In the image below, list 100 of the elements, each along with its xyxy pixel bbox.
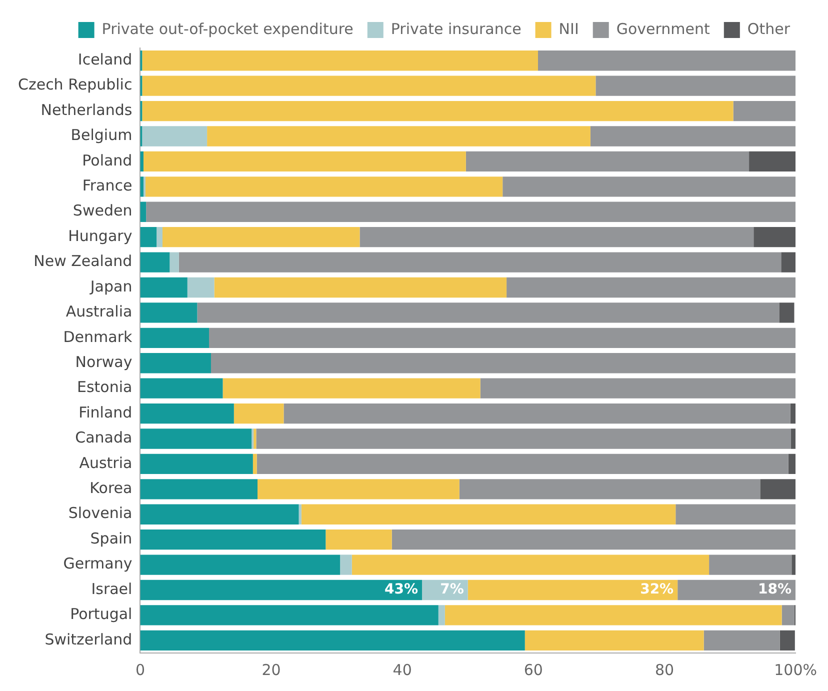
bar [140, 353, 211, 374]
bar [210, 353, 796, 374]
bar [790, 428, 796, 449]
bar [207, 126, 590, 146]
y-tick-label: Spain [90, 529, 132, 548]
bar [792, 554, 796, 575]
bar [779, 302, 794, 323]
bar [258, 479, 460, 500]
bar [254, 428, 256, 449]
legend-label: Government [616, 20, 710, 38]
bar [222, 378, 480, 398]
bar [256, 428, 791, 449]
y-tick-label: Korea [90, 479, 132, 498]
bar [468, 580, 678, 600]
y-tick-label: Australia [66, 302, 132, 321]
y-tick-label: Sweden [72, 202, 132, 220]
bar [209, 328, 796, 348]
bar [234, 403, 284, 424]
bar [480, 378, 796, 398]
y-tick-label: Portugal [70, 605, 132, 624]
y-tick-label: Iceland [78, 50, 132, 68]
y-tick-label: Denmark [63, 328, 133, 346]
bar [140, 554, 340, 575]
y-tick-label: Slovenia [68, 504, 132, 522]
x-tick-label: 0 [135, 660, 145, 679]
bar [142, 50, 538, 71]
bar [524, 630, 704, 650]
x-tick-label: 100% [774, 660, 818, 679]
y-tick-label: Poland [82, 151, 132, 170]
x-tick-label: 20 [262, 660, 281, 679]
bar [256, 454, 788, 474]
bar [156, 226, 162, 248]
y-tick-label: New Zealand [34, 252, 132, 270]
bar [145, 176, 503, 197]
bar [140, 580, 422, 600]
y-tick-label: Hungary [68, 226, 132, 245]
legend-label: Other [747, 20, 791, 38]
legend-label: NII [558, 20, 579, 38]
bar [252, 454, 257, 474]
bar [140, 479, 258, 500]
bar [140, 529, 326, 550]
bar [140, 504, 299, 524]
bar [502, 176, 796, 197]
bar [170, 252, 179, 272]
bar [352, 554, 710, 575]
bar [596, 76, 796, 96]
data-label: 18% [758, 582, 792, 598]
bar [140, 328, 210, 348]
bar [140, 378, 223, 398]
bar [466, 151, 750, 172]
bar [142, 126, 208, 146]
bar [298, 504, 302, 524]
bar [749, 151, 796, 172]
bar [340, 554, 352, 575]
y-tick-label: France [82, 176, 132, 195]
x-tick-label: 80 [654, 660, 674, 679]
data-label: 32% [640, 582, 674, 598]
x-tick-label: 40 [392, 660, 412, 679]
x-tick-label: 60 [524, 660, 543, 679]
bar [140, 605, 438, 626]
bar [781, 252, 796, 272]
bar [678, 580, 796, 600]
bar [162, 226, 360, 248]
bar [506, 277, 796, 298]
bar [178, 252, 782, 272]
y-tick-label: Austria [79, 454, 132, 472]
bar [140, 428, 252, 449]
bar [790, 403, 796, 424]
bar [140, 630, 525, 650]
bar [444, 605, 782, 626]
bar [780, 630, 795, 650]
bar [214, 277, 507, 298]
bar [142, 100, 734, 122]
legend-label: Private out-of-pocket expenditure [102, 20, 354, 38]
bar [140, 302, 198, 323]
bar [187, 277, 214, 298]
bar [459, 479, 760, 500]
bar [140, 454, 253, 474]
y-tick-label: Israel [91, 580, 132, 598]
data-label: 43% [384, 582, 418, 598]
bar [140, 226, 157, 248]
y-tick-label: Japan [89, 277, 132, 296]
bar [140, 202, 146, 222]
bar [754, 226, 796, 248]
y-tick-label: Switzerland [44, 630, 132, 648]
y-tick-label: Finland [78, 403, 132, 422]
bar [538, 50, 796, 71]
bar [760, 479, 796, 500]
bar [197, 302, 780, 323]
bar [140, 277, 188, 298]
bar [782, 605, 794, 626]
bar [709, 554, 792, 575]
bar [392, 529, 796, 550]
y-tick-label: Canada [75, 428, 132, 447]
bar [301, 504, 676, 524]
bar [140, 403, 234, 424]
bar [733, 100, 796, 122]
bar [140, 176, 144, 197]
y-tick-label: Estonia [76, 378, 132, 396]
bar [590, 126, 796, 146]
